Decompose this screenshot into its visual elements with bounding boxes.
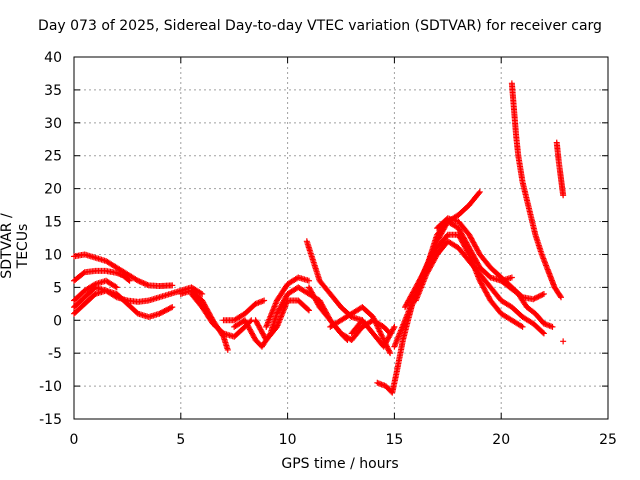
data-point [80, 270, 87, 277]
data-point [261, 297, 268, 304]
data-point [386, 348, 393, 355]
data-point [133, 276, 140, 283]
grid-lines [74, 57, 608, 419]
data-point [167, 304, 174, 311]
data-point [305, 307, 312, 314]
data-point [391, 323, 398, 330]
data-point [305, 277, 312, 284]
y-tick-label: 15 [44, 215, 62, 231]
data-points [71, 80, 567, 396]
plot-frame [73, 56, 609, 420]
data-point [476, 188, 483, 195]
data-point [224, 346, 231, 353]
y-axis-label: SDTVAR / TECUs [0, 213, 31, 279]
series-arc-19 [412, 238, 547, 337]
data-point [112, 283, 119, 290]
series-arc-22 [508, 80, 565, 301]
y-tick-label: 5 [53, 280, 62, 296]
data-point [534, 294, 541, 301]
y-tick-label: 35 [44, 83, 62, 99]
series-arc-13 [305, 284, 394, 344]
series-arc-14 [327, 304, 394, 357]
data-point [560, 338, 567, 345]
series-arc-15 [348, 317, 398, 350]
y-tick-label: 10 [44, 247, 62, 263]
series-arc-21 [498, 277, 556, 330]
data-point [169, 282, 176, 289]
y-tick-label: 20 [44, 182, 62, 198]
series-arc-17 [391, 218, 515, 350]
data-point [558, 294, 565, 301]
data-point [385, 346, 392, 353]
y-tick-label: 25 [44, 149, 62, 165]
data-point [536, 292, 543, 299]
y-tick-label: 0 [53, 313, 62, 329]
x-tick-label: 15 [385, 432, 403, 448]
data-point [531, 295, 538, 302]
data-point [199, 290, 206, 297]
series-arc-8 [220, 297, 268, 324]
data-point [126, 277, 133, 284]
data-point [390, 325, 397, 332]
data-point [535, 293, 542, 300]
series-arc-5 [71, 277, 120, 304]
data-point [465, 250, 472, 257]
series-arc-2 [71, 267, 133, 284]
x-tick-label: 20 [492, 432, 510, 448]
y-tick-label: 40 [44, 50, 62, 66]
data-point [475, 190, 482, 197]
data-point [539, 291, 546, 298]
data-point [91, 281, 98, 288]
data-point [387, 350, 394, 357]
x-tick-label: 0 [70, 432, 79, 448]
series-arc-10 [252, 297, 312, 344]
y-tick-label: -5 [48, 346, 62, 362]
data-point [532, 294, 539, 301]
chart-title: Day 073 of 2025, Sidereal Day-to-day VTE… [38, 18, 602, 34]
data-point [304, 306, 311, 313]
data-point [560, 192, 567, 199]
data-point [113, 284, 120, 291]
data-point [508, 274, 515, 281]
series-arc-1 [71, 251, 176, 290]
y-tick-label: -10 [39, 379, 62, 395]
data-point [539, 329, 546, 336]
data-point [549, 323, 556, 330]
axis-ticks: 0 5 10 15 20 25 -15 -10 -5 0 5 10 15 20 25 30 35 40 [39, 50, 617, 448]
data-point [519, 323, 526, 330]
data-point [384, 344, 391, 351]
series-arc-23 [553, 139, 567, 199]
series-arc-11 [263, 274, 312, 330]
data-point [518, 323, 525, 330]
x-tick-label: 5 [176, 432, 185, 448]
series-arc-4 [71, 284, 206, 311]
y-tick-label: 30 [44, 116, 62, 132]
data-point [530, 296, 537, 303]
data-point [540, 330, 547, 337]
data-point [197, 290, 204, 297]
y-tick-label: -15 [39, 412, 62, 428]
series-outlier [560, 338, 567, 345]
data-point [112, 293, 119, 300]
data-point [125, 276, 132, 283]
data-point [557, 293, 564, 300]
data-point [385, 347, 392, 354]
series-arc-16 [374, 188, 483, 396]
x-tick-label: 25 [599, 432, 617, 448]
data-point [169, 304, 176, 311]
x-tick-label: 10 [279, 432, 297, 448]
series-arc-7 [188, 290, 255, 340]
data-point [540, 290, 547, 297]
data-point [538, 292, 545, 299]
x-axis-label: GPS time / hours [281, 456, 399, 472]
